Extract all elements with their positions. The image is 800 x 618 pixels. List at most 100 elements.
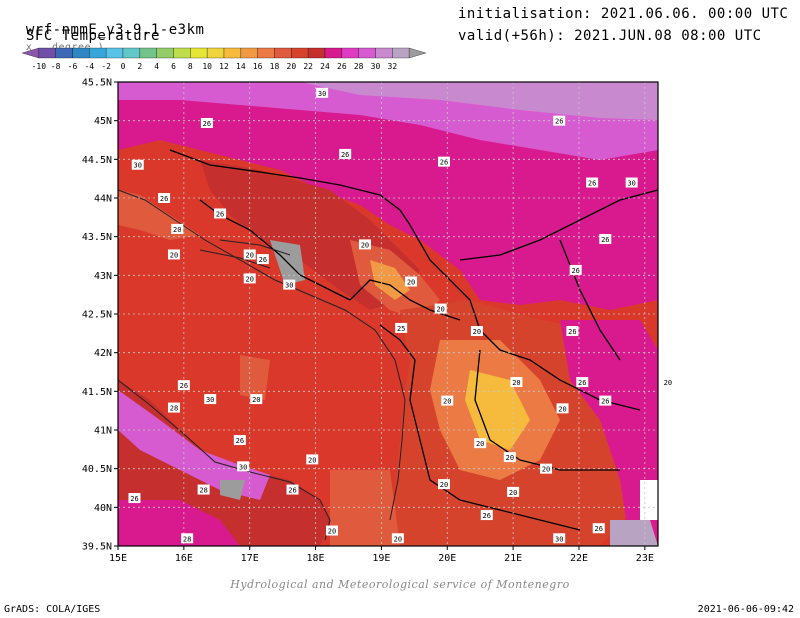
svg-text:30: 30 <box>627 180 635 188</box>
svg-text:26: 26 <box>571 267 579 275</box>
longitude-tick-label: 16E <box>175 553 193 564</box>
svg-text:20: 20 <box>170 251 178 259</box>
latitude-tick-label: 43.5N <box>82 232 112 243</box>
svg-text:26: 26 <box>588 180 596 188</box>
longitude-tick-label: 15E <box>109 553 127 564</box>
latitude-tick-label: 44.5N <box>82 155 112 166</box>
contour-label: 20 <box>171 223 184 234</box>
latitude-tick-label: 44N <box>94 194 112 205</box>
latitude-tick-label: 43N <box>94 271 112 282</box>
colorbar-tick-label: 30 <box>371 62 381 71</box>
contour-label: 28 <box>181 533 194 544</box>
contour-label: 26 <box>200 117 213 128</box>
contour-label: 20 <box>306 454 319 465</box>
svg-text:30: 30 <box>285 282 293 290</box>
contour-label: 26 <box>256 254 269 265</box>
svg-text:20: 20 <box>245 251 253 259</box>
svg-text:26: 26 <box>568 328 576 336</box>
colorbar-swatch <box>409 47 427 59</box>
contour-label: 20 <box>250 394 263 405</box>
svg-text:20: 20 <box>328 528 336 536</box>
contour-label: 20 <box>391 533 404 544</box>
svg-text:26: 26 <box>578 379 586 387</box>
contour-label: 20 <box>243 273 256 284</box>
svg-text:26: 26 <box>288 487 296 495</box>
contour-label: 26 <box>177 380 190 391</box>
contour-label: 20 <box>661 377 674 388</box>
contour-label: 20 <box>470 326 483 337</box>
contour-label: 26 <box>586 177 599 188</box>
contour-label: 26 <box>569 264 582 275</box>
colorbar-tick-label: 32 <box>388 62 398 71</box>
longitude-tick-label: 22E <box>570 553 588 564</box>
contour-label: 26 <box>286 484 299 495</box>
units-label: x . degree ) <box>25 42 105 53</box>
svg-text:25: 25 <box>397 325 405 333</box>
init-time: initialisation: 2021.06.06. 00:00 UTC <box>458 6 789 22</box>
model-name: wrf-nmmE_v3.9.1-e3km <box>25 22 205 38</box>
colorbar-tick-label: 8 <box>188 62 193 71</box>
contour-label: 30 <box>131 159 144 170</box>
longitude-labels: 15E 16E 17E 18E 19E 20E 21E 22E 23E <box>109 546 654 564</box>
contour-label: 20 <box>503 452 516 463</box>
grads-label: GrADS: COLA/IGES <box>4 604 101 615</box>
contour-label: 20 <box>510 377 523 388</box>
latitude-tick-label: 39.5N <box>82 542 112 553</box>
contour-label: 20 <box>507 486 520 497</box>
lat-lon-grid <box>118 82 658 546</box>
colorbar-tick-label: 18 <box>270 62 280 71</box>
svg-text:26: 26 <box>180 382 188 390</box>
contour-label: 26 <box>158 193 171 203</box>
temperature-colorbar: -10 -8 -6 -4 -2 0 2 4 6 8 10 12 14 16 18 20 22 24 26 28 30 32 <box>21 47 427 71</box>
svg-text:20: 20 <box>506 454 514 462</box>
svg-text:20: 20 <box>308 456 316 464</box>
latitude-labels: 45.5N 45N 44.5N 44N 43.5N 43N 42.5N 42N 41.5N 41N… <box>82 78 118 553</box>
svg-text:20: 20 <box>173 226 181 234</box>
model-title: wrf-nmmE_v3.9.1-e3km x . degree ) <box>8 6 204 54</box>
colorbar-tick-label: -8 <box>51 62 61 71</box>
longitude-tick-label: 21E <box>504 553 522 564</box>
contour-label: 26 <box>128 493 141 504</box>
svg-text:20: 20 <box>394 535 402 543</box>
colorbar-tick-label: 2 <box>137 62 142 71</box>
svg-text:20: 20 <box>476 440 484 448</box>
latitude-tick-label: 42.5N <box>82 310 112 321</box>
contour-labels: 30 26 26 26 26 26 30 30 26 26 20 20 26 20 26 20 26 20 20 30… <box>128 87 674 544</box>
svg-text:26: 26 <box>483 512 491 520</box>
latitude-tick-label: 45.5N <box>82 78 112 89</box>
svg-text:20: 20 <box>361 241 369 249</box>
colorbar-tick-label: -2 <box>101 62 111 71</box>
svg-text:26: 26 <box>595 525 603 533</box>
svg-text:26: 26 <box>160 195 168 203</box>
svg-text:26: 26 <box>259 256 267 264</box>
svg-text:20: 20 <box>443 398 451 406</box>
svg-text:20: 20 <box>473 328 481 336</box>
colorbar-tick-label: 6 <box>171 62 176 71</box>
longitude-tick-label: 17E <box>241 553 259 564</box>
contour-label: 20 <box>540 463 553 474</box>
colorbar-tick-label: 4 <box>154 62 159 71</box>
svg-text:20: 20 <box>558 405 566 413</box>
latitude-tick-label: 40.5N <box>82 464 112 475</box>
colorbar-tick-label: -4 <box>85 62 95 71</box>
contour-label: 26 <box>233 435 246 446</box>
colorbar-tick-label: 26 <box>337 62 347 71</box>
contour-label: 20 <box>358 239 371 250</box>
latitude-tick-label: 45N <box>94 116 112 127</box>
timestamp: 2021-06-06-09:42 <box>697 604 794 615</box>
contour-label: 26 <box>576 377 589 388</box>
contour-label: 20 <box>556 403 569 414</box>
svg-text:20: 20 <box>664 379 672 387</box>
latitude-tick-label: 41N <box>94 426 112 437</box>
contour-label: 30 <box>316 87 329 98</box>
contour-label: 30 <box>283 279 296 290</box>
svg-text:30: 30 <box>239 463 247 471</box>
colorbar-tick-label: -10 <box>32 62 47 71</box>
svg-text:26: 26 <box>203 120 211 128</box>
variable-title: SFC Temperature <box>26 28 160 44</box>
svg-text:20: 20 <box>245 275 253 283</box>
svg-text:28: 28 <box>199 487 207 495</box>
colorbar-tick-label: 0 <box>121 62 126 71</box>
contour-label: 30 <box>553 533 566 544</box>
svg-text:20: 20 <box>252 396 260 404</box>
